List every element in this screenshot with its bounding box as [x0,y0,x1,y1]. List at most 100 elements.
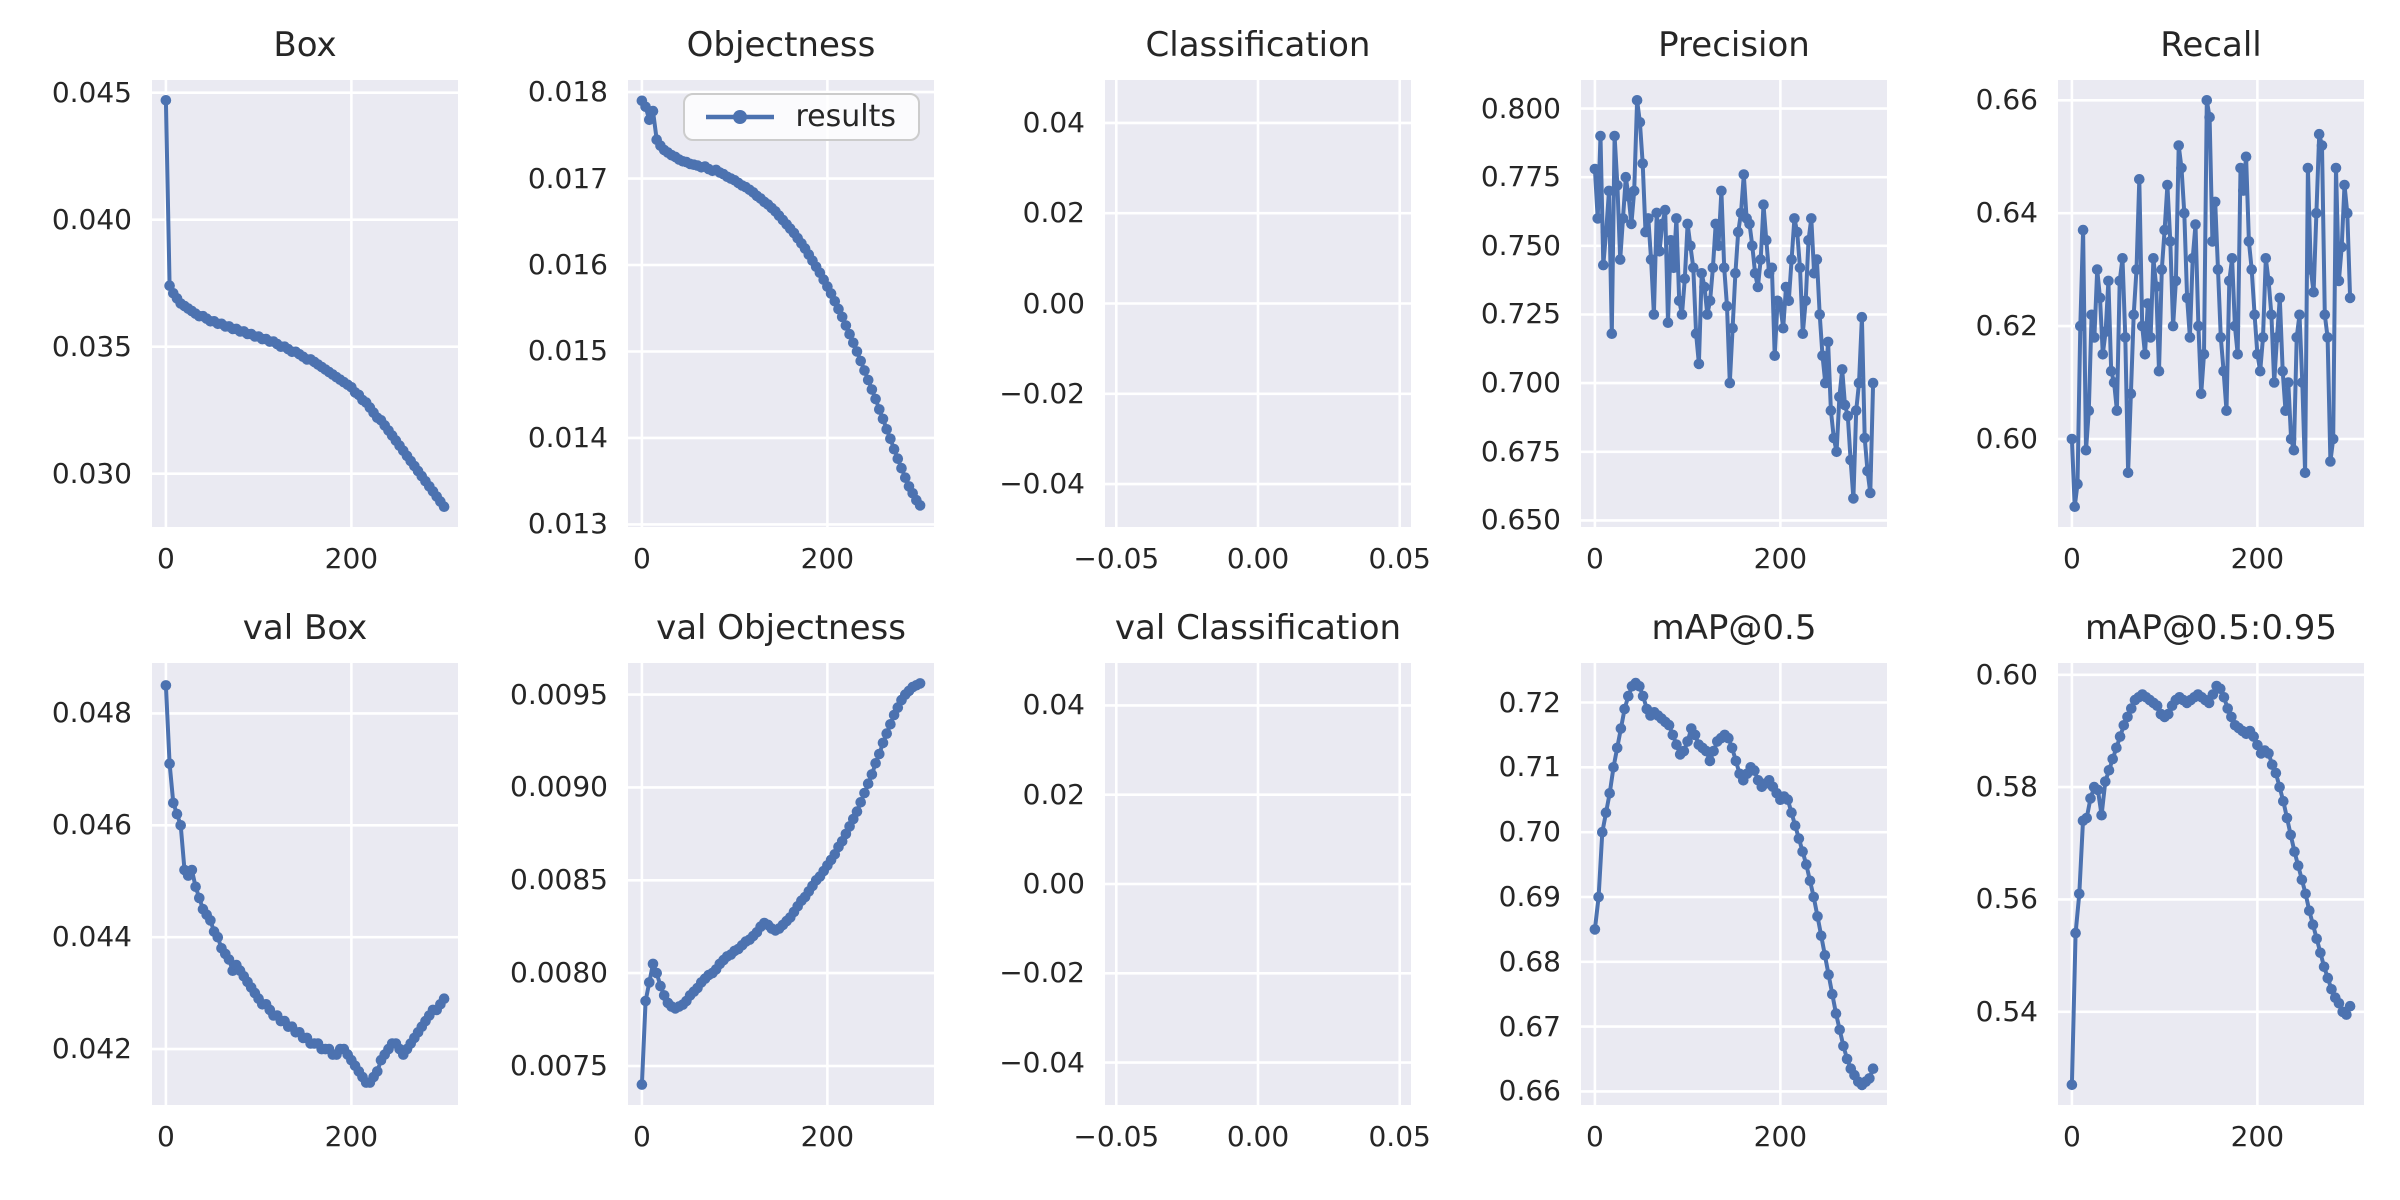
y-tick-label: 0.66 [1498,1074,1561,1108]
y-tick-label: 0.69 [1498,879,1561,913]
x-tick-label: −0.05 [1073,542,1160,575]
gridlines [628,80,934,527]
x-tick-label: 0 [156,1120,175,1153]
y-tick-label: −0.04 [999,467,1085,501]
y-tick-label: 0.040 [51,202,132,236]
y-tick-label: 0.035 [51,329,132,363]
y-tick-label: 0.62 [1975,309,2038,343]
subplot-val-classification: val Classification 0.04 0.02 0.00 −0.02 −0.0… [999,609,1431,1151]
x-tick-label: 200 [1753,542,1808,575]
x-tick-label: 0 [632,542,651,575]
plot-area [1105,80,1411,527]
y-tick-label: 0.650 [1480,503,1561,537]
x-tick-label: 0 [2062,542,2081,575]
x-tick-label: 0.00 [1226,542,1290,575]
y-tick-label: 0.675 [1480,434,1561,468]
x-tick-label: 200 [324,542,379,575]
y-tick-label: 0.045 [51,75,132,109]
plot-area [1105,663,1411,1105]
y-tick-label: 0.014 [527,420,608,454]
plot-area [152,663,458,1105]
plot-area [152,80,458,527]
subplot-precision: Precision 0.800 0.775 0.750 0.725 0.700 0.675… [1481,26,1887,573]
y-tick-label: 0.016 [527,248,608,282]
x-tick-label: 200 [2230,542,2285,575]
subplot-val-box: val Box 0.048 0.046 0.044 0.042 0 200 [52,609,458,1151]
y-tick-label: 0.750 [1480,228,1561,262]
legend-line-marker-icon [706,110,775,124]
subplot-map50-95: mAP@0.5:0.95 0.60 0.58 0.56 0.54 0 200 [1976,609,2364,1151]
subplot-map50: mAP@0.5 0.72 0.71 0.70 0.69 0.68 0.67 0.66 0 200 [1499,609,1887,1151]
subplot-title: mAP@0.5:0.95 [2084,607,2338,648]
y-tick-label: 0.018 [527,75,608,109]
y-tick-label: 0.044 [51,920,132,954]
results-line [2069,98,2353,509]
results-markers [636,95,926,511]
subplot-title: Classification [1145,24,1371,65]
results-markers [636,678,926,1090]
y-tick-label: 0.72 [1498,685,1561,719]
x-tick-label: 200 [1753,1120,1808,1153]
subplot-title: Precision [1658,24,1810,65]
legend-label: results [795,99,896,134]
y-tick-label: 0.700 [1480,366,1561,400]
results-markers [160,95,450,512]
y-tick-label: 0.013 [527,507,608,541]
gridlines [152,663,458,1105]
subplot-title: Recall [2160,24,2262,65]
y-tick-label: 0.00 [1022,867,1085,900]
gridlines [1105,80,1411,527]
x-tick-label: 0 [2062,1120,2081,1153]
x-tick-label: 0.05 [1368,1120,1431,1153]
subplot-title: val Classification [1114,607,1402,648]
y-tick-label: 0.048 [51,696,132,730]
subplot-recall: Recall 0.66 0.64 0.62 0.60 0 200 [1976,26,2364,573]
y-tick-label: −0.02 [999,376,1085,410]
y-tick-label: 0.71 [1498,750,1561,784]
y-tick-label: 0.66 [1975,83,2038,117]
y-tick-label: 0.58 [1975,770,2038,804]
y-tick-label: −0.04 [999,1045,1085,1079]
y-tick-label: 0.00 [1022,286,1085,320]
plot-area [1581,663,1887,1105]
x-tick-label: 0.00 [1226,1120,1290,1153]
subplot-title: val Objectness [656,607,906,648]
x-tick-label: 200 [2230,1120,2285,1153]
plot-area [2058,80,2364,527]
plot-area [628,663,934,1105]
y-tick-label: 0.54 [1975,994,2038,1028]
results-markers [160,680,450,1088]
y-tick-label: 0.0080 [510,956,608,990]
y-tick-label: 0.775 [1480,160,1561,194]
y-tick-label: 0.0090 [510,770,608,804]
y-tick-label: 0.015 [527,334,608,368]
x-tick-label: −0.05 [1073,1120,1160,1153]
y-tick-label: 0.017 [527,161,608,195]
y-tick-label: 0.042 [51,1032,132,1066]
y-tick-label: 0.0075 [510,1049,608,1082]
plot-area [628,80,934,527]
subplot-classification: Classification 0.04 0.02 0.00 −0.02 −0.04 −0.… [999,26,1431,573]
y-tick-label: 0.68 [1498,944,1561,978]
y-tick-label: 0.800 [1480,91,1561,125]
x-tick-label: 200 [324,1120,379,1153]
results-markers [2066,95,2356,512]
subplot-val-objectness: val Objectness 0.0095 0.0090 0.0085 0.0080 0… [510,609,934,1151]
subplot-title: Objectness [686,24,876,65]
y-tick-label: 0.04 [1022,688,1085,722]
y-tick-label: 0.046 [51,808,132,842]
y-tick-label: 0.0095 [510,677,608,711]
subplot-title: mAP@0.5 [1651,607,1817,648]
plot-area [1581,80,1887,527]
subplot-objectness: Objectness results 0.018 0.017 0.016 0.015 0… [528,26,934,573]
x-tick-label: 0 [156,542,175,575]
y-tick-label: 0.67 [1498,1009,1561,1043]
results-line [1592,98,1876,501]
y-tick-label: 0.64 [1975,196,2038,230]
y-tick-label: 0.0085 [510,863,608,897]
x-tick-label: 0 [632,1120,651,1153]
x-tick-label: 0 [1585,1120,1604,1153]
results-markers [1589,95,1879,504]
axes-background [2058,663,2364,1105]
